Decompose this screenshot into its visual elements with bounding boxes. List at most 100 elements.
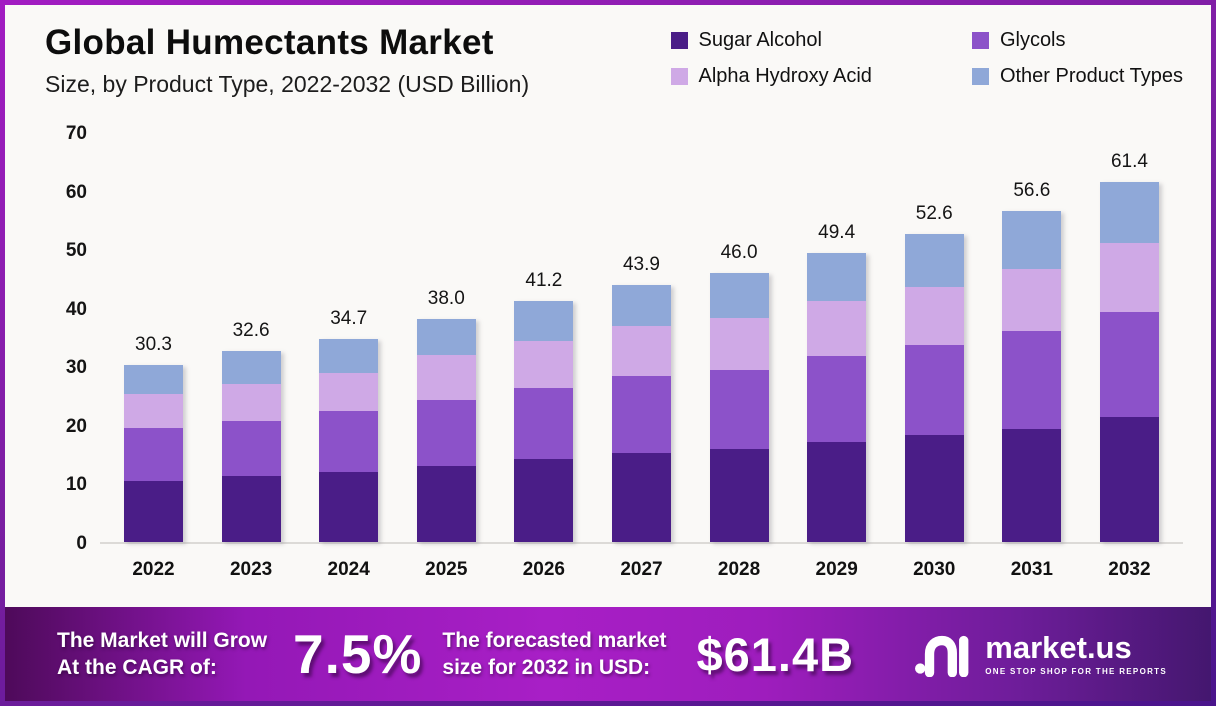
bar-segment-alpha-hydroxy-acid [1099, 243, 1159, 313]
cagr-value: 7.5% [293, 623, 423, 685]
cagr-label-line1: The Market will Grow [57, 628, 268, 652]
title-block: Global Humectants Market Size, by Produc… [45, 23, 529, 115]
bar-value-label: 52.6 [915, 202, 953, 224]
y-axis-tick-0: 0 [76, 533, 87, 554]
x-axis-label-2029: 2029 [815, 559, 858, 580]
forecast-label: The forecasted market size for 2032 in U… [442, 627, 666, 682]
y-axis: 0 10 20 30 40 50 60 70 [5, 123, 87, 554]
market-us-logo-icon [914, 631, 972, 677]
bar-segment-other-product-types [709, 272, 769, 319]
bar-2029: 49.4 2029 [807, 222, 867, 580]
x-axis-label-2022: 2022 [132, 559, 175, 580]
bar-segment-glycols [611, 376, 671, 453]
bar-segment-alpha-hydroxy-acid [1002, 269, 1062, 332]
header: Global Humectants Market Size, by Produc… [5, 5, 1211, 115]
bar-segment-other-product-types [124, 364, 183, 394]
x-axis-label-2027: 2027 [620, 559, 663, 580]
y-axis-tick-50: 50 [65, 240, 87, 262]
legend-swatch-icon [971, 32, 989, 49]
bar-segment-other-product-types [904, 233, 964, 288]
bar-segment-sugar-alcohol [124, 481, 183, 542]
bar-segment-glycols [709, 370, 769, 450]
brand-name: market.us [985, 630, 1132, 665]
y-axis-tick-10: 10 [65, 474, 87, 496]
bar-segment-sugar-alcohol [1099, 417, 1159, 542]
brand-block: market.us ONE STOP SHOP FOR THE REPORTS [914, 631, 1167, 677]
plot-area: 30.3 2022 32.6 2023 34.7 2024 38.0 2025 41.2 2026… [100, 134, 1183, 580]
y-axis-tick-60: 60 [65, 181, 87, 203]
page-title: Global Humectants Market [45, 23, 494, 62]
page-subtitle: Size, by Product Type, 2022-2032 (USD Bi… [45, 71, 530, 97]
bar-value-label: 43.9 [622, 253, 660, 275]
legend-item-alpha-hydroxy-acid: Alpha Hydroxy Acid [670, 65, 872, 88]
bar-segment-glycols [807, 356, 867, 442]
bar-2031: 56.6 2031 [1002, 180, 1062, 580]
legend-swatch-icon [670, 32, 688, 49]
bar-2022: 30.3 2022 [124, 334, 183, 580]
bar-segment-alpha-hydroxy-acid [416, 355, 476, 400]
y-axis-tick-70: 70 [65, 123, 87, 144]
bar-2025: 38.0 2025 [416, 288, 476, 580]
bar-segment-sugar-alcohol [221, 475, 281, 542]
bar-segment-other-product-types [514, 300, 574, 341]
bar-segment-other-product-types [416, 319, 476, 356]
bar-value-label: 49.4 [818, 221, 856, 243]
bar-2027: 43.9 2027 [611, 254, 671, 580]
x-axis-label-2026: 2026 [522, 559, 566, 580]
x-axis-label-2032: 2032 [1108, 559, 1151, 580]
forecast-label-line2: size for 2032 in USD: [442, 656, 651, 679]
bar-value-label: 61.4 [1110, 151, 1148, 173]
y-axis-tick-40: 40 [65, 298, 87, 320]
page: Global Humectants Market Size, by Produc… [5, 5, 1211, 701]
bar-2024: 34.7 2024 [319, 308, 379, 580]
legend-label: Other Product Types [999, 65, 1183, 87]
legend-label: Sugar Alcohol [698, 29, 822, 51]
bar-segment-glycols [1002, 331, 1062, 429]
bar-2030: 52.6 2030 [904, 203, 964, 580]
bar-segment-other-product-types [611, 284, 671, 327]
bar-value-label: 56.6 [1013, 179, 1051, 201]
bar-segment-sugar-alcohol [514, 458, 574, 542]
bar-2028: 46.0 2028 [709, 242, 769, 580]
legend-item-glycols: Glycols [971, 29, 1183, 52]
x-axis-label-2031: 2031 [1010, 559, 1053, 580]
bar-segment-sugar-alcohol [807, 441, 867, 542]
legend-swatch-icon [670, 68, 688, 85]
bar-segment-glycols [124, 427, 183, 482]
bar-2026: 41.2 2026 [514, 270, 574, 580]
bar-segment-other-product-types [221, 351, 281, 384]
legend-item-other-product-types: Other Product Types [971, 65, 1183, 88]
bar-segment-alpha-hydroxy-acid [904, 287, 964, 346]
bar-segment-alpha-hydroxy-acid [124, 393, 183, 428]
bar-segment-other-product-types [807, 252, 867, 302]
legend-label: Glycols [999, 29, 1066, 51]
bar-segment-glycols [514, 387, 574, 459]
x-axis-label-2025: 2025 [425, 559, 468, 580]
bar-segment-other-product-types [319, 338, 379, 373]
bar-2023: 32.6 2023 [221, 320, 281, 580]
legend-swatch-icon [971, 68, 989, 85]
x-axis-label-2024: 2024 [327, 559, 370, 580]
bar-value-label: 30.3 [135, 333, 172, 355]
bar-segment-sugar-alcohol [1002, 428, 1062, 542]
brand-text: market.us ONE STOP SHOP FOR THE REPORTS [985, 632, 1167, 676]
bar-value-label: 46.0 [720, 241, 758, 263]
bar-segment-glycols [1099, 312, 1159, 418]
bar-segment-sugar-alcohol [611, 452, 671, 542]
bar-segment-glycols [221, 421, 281, 476]
cagr-label: The Market will Grow At the CAGR of: [57, 627, 267, 682]
bar-segment-sugar-alcohol [904, 435, 964, 542]
x-axis-label-2028: 2028 [717, 559, 761, 580]
bar-value-label: 32.6 [232, 320, 270, 342]
bar-segment-alpha-hydroxy-acid [319, 372, 379, 412]
summary-banner: The Market will Grow At the CAGR of: 7.5… [5, 607, 1211, 701]
bar-segment-sugar-alcohol [709, 449, 769, 542]
stacked-bar-chart: 0 10 20 30 40 50 60 70 30.3 2022 32.6 2023 34.7 2024… [5, 115, 1211, 607]
cagr-label-line2: At the CAGR of: [57, 656, 217, 679]
bar-segment-alpha-hydroxy-acid [221, 383, 281, 422]
bar-segment-sugar-alcohol [319, 471, 379, 542]
bar-value-label: 34.7 [330, 307, 368, 329]
y-axis-tick-30: 30 [65, 357, 87, 379]
bar-segment-sugar-alcohol [416, 465, 476, 542]
chart-legend: Sugar Alcohol Glycols Alpha Hydroxy Acid Ot… [670, 23, 1183, 115]
